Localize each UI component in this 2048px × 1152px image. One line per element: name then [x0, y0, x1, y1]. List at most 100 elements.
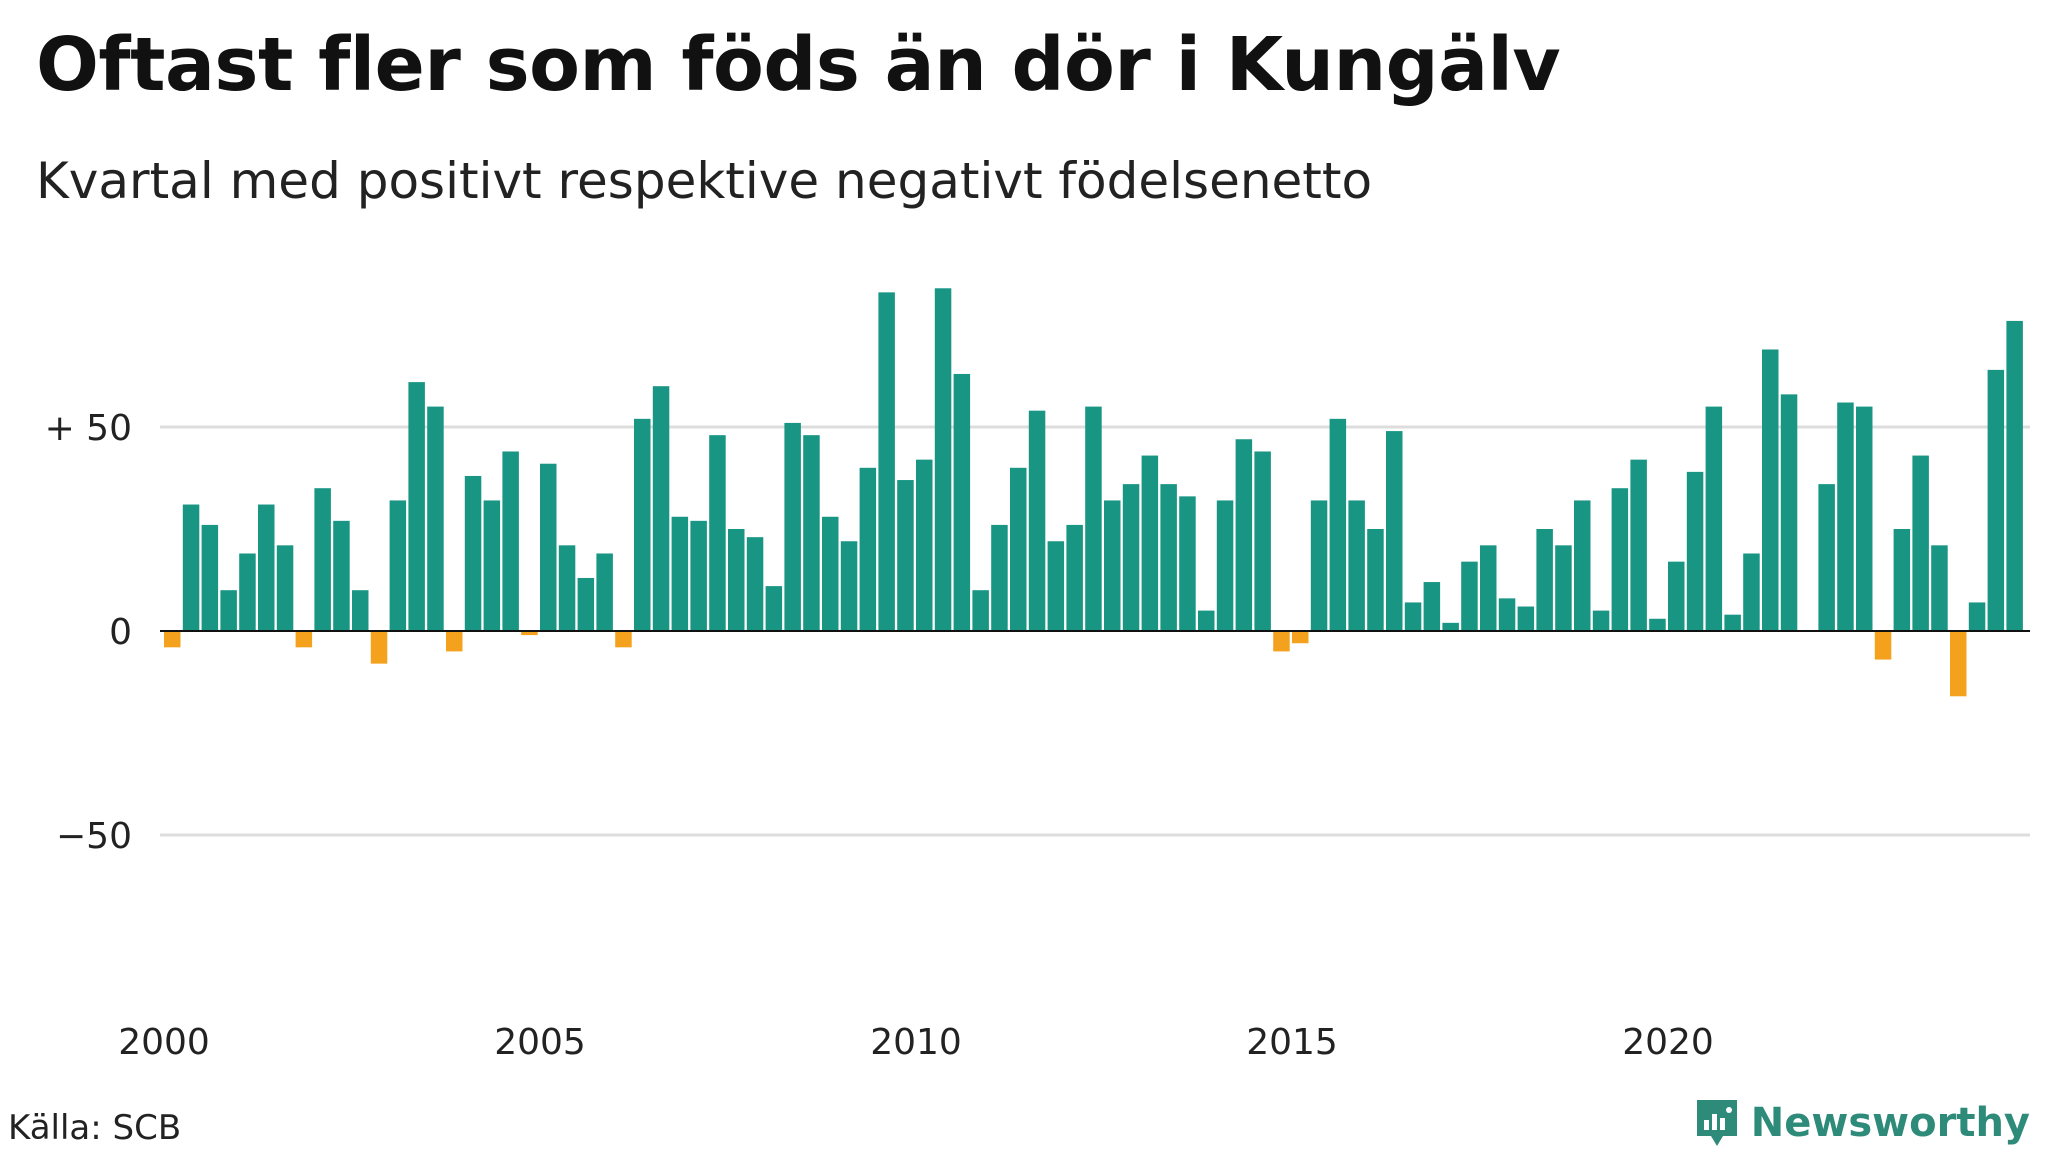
bar-positive: [333, 520, 350, 631]
x-tick-label: 2015: [1246, 1022, 1338, 1063]
bar-positive: [1442, 622, 1459, 631]
x-tick-label: 2005: [494, 1022, 586, 1063]
bar-positive: [878, 292, 895, 631]
bar-positive: [1066, 524, 1083, 631]
bar-positive: [1686, 471, 1704, 631]
bar-negative: [1950, 631, 1967, 697]
bar-positive: [427, 406, 444, 631]
bar-positive: [1762, 349, 1779, 631]
bar-positive: [1837, 402, 1854, 631]
bar-positive: [1329, 418, 1347, 631]
bar-positive: [408, 382, 425, 631]
bar-positive: [897, 480, 914, 631]
bar-negative: [521, 631, 538, 636]
brand-logo: Newsworthy: [1693, 1096, 2030, 1150]
bar-positive: [1724, 614, 1741, 631]
bar-positive: [652, 386, 670, 631]
bar-positive: [972, 590, 989, 631]
bar-positive: [558, 545, 576, 631]
bar-positive: [1818, 484, 1835, 631]
y-tick-label: + 50: [45, 408, 132, 449]
bar-positive: [822, 516, 839, 631]
bar-positive: [258, 504, 275, 631]
bar-positive: [634, 418, 651, 631]
y-tick-label: −50: [56, 816, 132, 857]
bar-positive: [1404, 602, 1422, 631]
bar-positive: [934, 288, 952, 631]
bar-negative: [370, 631, 388, 664]
bar-positive: [1216, 500, 1234, 631]
chart-subtitle: Kvartal med positivt respektive negativt…: [36, 152, 1373, 210]
bar-positive: [1856, 406, 1873, 631]
bar-positive: [1367, 529, 1384, 631]
bar-positive: [1386, 431, 1403, 631]
bar-positive: [746, 537, 764, 631]
bar-positive: [1122, 484, 1140, 631]
bar-positive: [276, 545, 294, 631]
bar-positive: [1480, 545, 1497, 631]
bar-negative: [295, 631, 313, 648]
bar-positive: [1574, 500, 1591, 631]
bar-positive: [1047, 541, 1065, 631]
bar-positive: [1705, 406, 1723, 631]
bar-positive: [577, 577, 595, 631]
brand-name: Newsworthy: [1750, 1100, 2030, 1146]
bar-positive: [1179, 496, 1196, 631]
bar-positive: [314, 488, 331, 631]
bar-positive: [239, 553, 256, 631]
bar-positive: [1085, 406, 1102, 631]
bar-positive: [182, 504, 200, 631]
bar-positive: [916, 459, 933, 631]
y-tick-label: 0: [109, 612, 132, 653]
bar-negative: [446, 631, 463, 652]
bar-positive: [1968, 602, 1986, 631]
bar-positive: [1423, 582, 1441, 631]
bar-positive: [1010, 467, 1027, 631]
bar-positive: [1611, 488, 1629, 631]
bar-positive: [1235, 439, 1253, 631]
bar-positive: [1536, 529, 1553, 631]
bar-positive: [1517, 606, 1535, 631]
bar-positive: [1160, 484, 1177, 631]
bar-negative: [615, 631, 632, 648]
bar-positive: [2006, 320, 2023, 631]
bar-positive: [483, 500, 501, 631]
bar-positive: [1743, 553, 1760, 631]
bar-positive: [1104, 500, 1121, 631]
bar-positive: [352, 590, 369, 631]
bar-positive: [389, 500, 407, 631]
bar-positive: [1931, 545, 1948, 631]
bar-positive: [690, 520, 707, 631]
x-tick-label: 2010: [870, 1022, 962, 1063]
bar-positive: [1987, 369, 2005, 631]
bar-positive: [220, 590, 237, 631]
chart-title: Oftast fler som föds än dör i Kungälv: [36, 22, 1561, 108]
bar-positive: [596, 553, 613, 631]
bar-positive: [1198, 610, 1215, 631]
bar-positive: [953, 373, 971, 631]
bar-positive: [1310, 500, 1328, 631]
bar-positive: [540, 463, 557, 631]
bar-negative: [1292, 631, 1309, 644]
y-tick-labels: + 50 0 −50: [45, 408, 132, 857]
x-tick-label: 2000: [118, 1022, 210, 1063]
bar-positive: [1668, 561, 1685, 631]
bar-positive: [1630, 459, 1647, 631]
bars: [164, 288, 2023, 697]
bar-negative: [164, 631, 181, 648]
x-tick-labels: 2000 2005 2010 2015 2020: [118, 1022, 1714, 1063]
bar-negative: [1874, 631, 1892, 660]
bar-positive: [671, 516, 689, 631]
bar-positive: [1555, 545, 1572, 631]
bar-positive: [728, 529, 745, 631]
bar-positive: [502, 451, 519, 631]
bar-negative: [1273, 631, 1290, 652]
bar-positive: [840, 541, 858, 631]
bar-positive: [784, 422, 801, 631]
bar-positive: [1461, 561, 1478, 631]
newsworthy-logo-icon: [1696, 1100, 1737, 1146]
source-note: Källa: SCB: [8, 1108, 182, 1148]
bar-positive: [201, 524, 219, 631]
bar-positive: [1028, 410, 1046, 631]
